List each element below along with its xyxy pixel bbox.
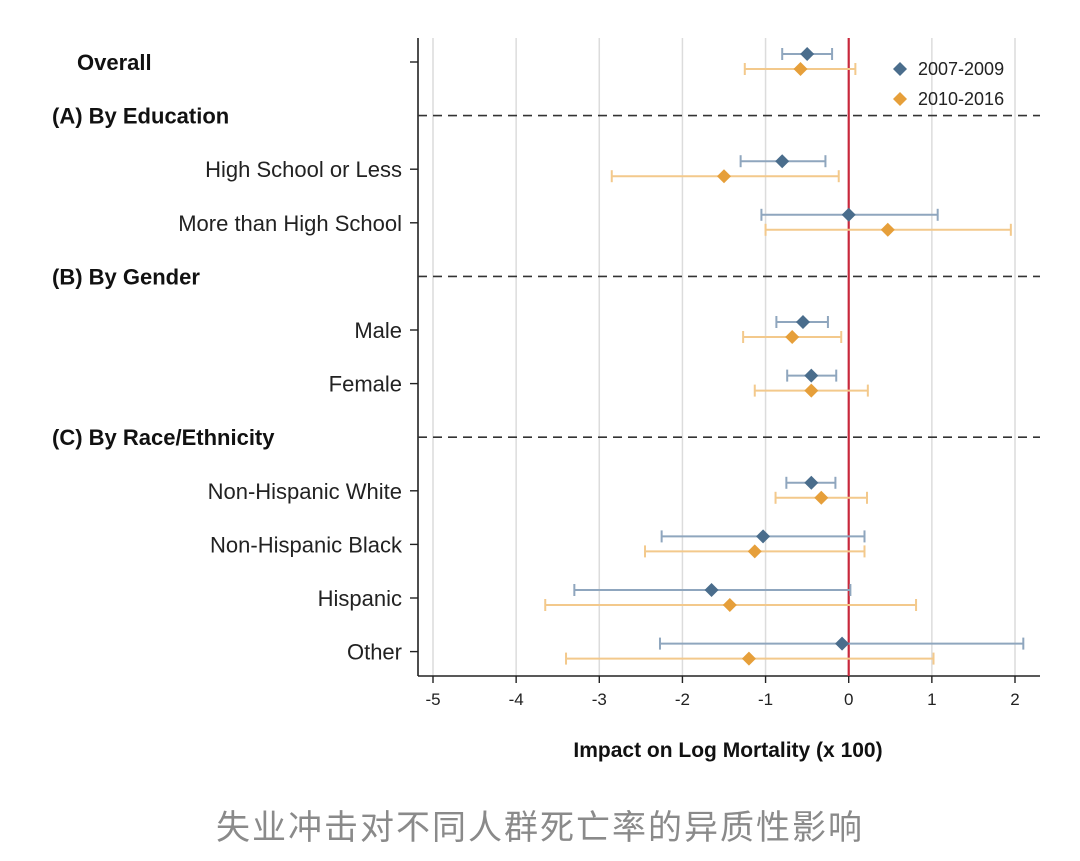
row-label: Overall: [77, 50, 152, 75]
forest-row: High School or Less: [205, 154, 840, 184]
x-axis-label: Impact on Log Mortality (x 100): [573, 739, 882, 762]
point-estimate: [793, 62, 808, 76]
row-label: Non-Hispanic Black: [210, 532, 403, 557]
forest-row: Hispanic: [318, 583, 918, 612]
forest-row: More than High School: [178, 207, 1012, 237]
point-estimate: [722, 598, 737, 612]
point-estimate: [785, 330, 800, 344]
x-tick-label: 0: [844, 690, 853, 709]
x-tick-label: -5: [425, 690, 440, 709]
x-tick-label: -3: [592, 690, 607, 709]
section-header: (C) By Race/Ethnicity: [52, 425, 1040, 450]
figure-caption: 失业冲击对不同人群死亡率的异质性影响: [216, 808, 864, 848]
point-estimate: [835, 636, 850, 651]
point-estimate: [804, 475, 819, 490]
forest-row: Overall: [77, 47, 857, 76]
x-tick-label: -2: [675, 690, 690, 709]
point-estimate: [804, 368, 819, 383]
x-tick-label: -1: [758, 690, 773, 709]
forest-plot: -5 -4 -3 -2 -1 0 1 2 Overall (A) By Education Hig…: [52, 38, 1040, 762]
forest-row: Non-Hispanic Black: [210, 529, 866, 559]
point-estimate: [800, 47, 815, 61]
point-estimate: [775, 154, 790, 169]
point-estimate: [841, 207, 856, 222]
point-estimate: [717, 169, 731, 184]
x-tick-label: -4: [509, 690, 524, 709]
rows: Overall (A) By Education High School or Le…: [52, 47, 1040, 666]
legend-label: 2010-2016: [918, 89, 1004, 109]
forest-row: Male: [354, 315, 843, 344]
row-label: Other: [347, 640, 402, 665]
point-estimate: [880, 222, 895, 237]
point-estimate: [747, 544, 762, 559]
x-tick-label: 1: [927, 690, 936, 709]
row-label: High School or Less: [205, 157, 402, 182]
gridlines: [432, 38, 1016, 676]
section-header-label: (A) By Education: [52, 104, 229, 129]
point-estimate: [814, 490, 829, 505]
point-estimate: [741, 651, 756, 666]
forest-row: Female: [329, 368, 869, 398]
axes: -5 -4 -3 -2 -1 0 1 2: [417, 38, 1040, 709]
row-label: Male: [354, 318, 402, 343]
legend-marker: [893, 62, 907, 76]
forest-row: Other: [347, 636, 1025, 666]
section-header-label: (C) By Race/Ethnicity: [52, 425, 275, 450]
row-label: Female: [329, 372, 402, 397]
legend-marker: [893, 92, 907, 106]
point-estimate: [756, 529, 771, 544]
section-header: (B) By Gender: [52, 264, 1040, 289]
point-estimate: [795, 315, 810, 329]
row-label: Hispanic: [318, 586, 402, 611]
section-header-label: (B) By Gender: [52, 264, 200, 289]
legend-label: 2007-2009: [918, 59, 1004, 79]
point-estimate: [804, 383, 819, 398]
row-label: Non-Hispanic White: [208, 479, 402, 504]
row-label: More than High School: [178, 211, 402, 236]
forest-row: Non-Hispanic White: [208, 475, 869, 505]
legend: 2007-2009 2010-2016: [893, 59, 1004, 109]
x-tick-label: 2: [1010, 690, 1019, 709]
point-estimate: [704, 583, 719, 597]
section-header: (A) By Education: [52, 104, 1040, 129]
